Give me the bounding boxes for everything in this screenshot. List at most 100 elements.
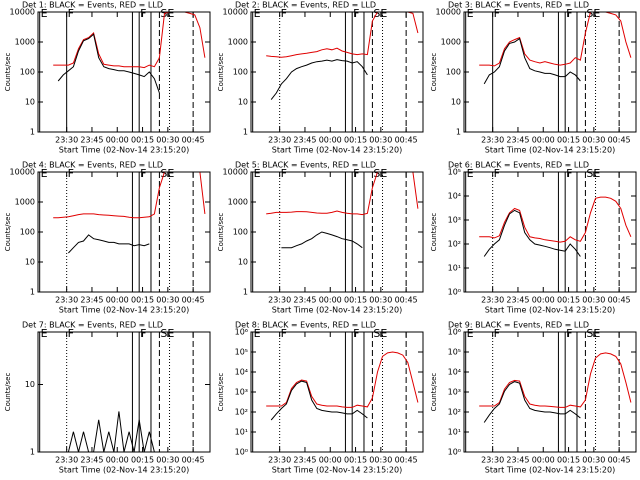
x-tick-label: 23:30 bbox=[55, 296, 78, 305]
x-tick-label: 00:30 bbox=[582, 136, 605, 145]
x-tick-label: 23:30 bbox=[55, 136, 78, 145]
y-tick-label: 10⁴ bbox=[235, 368, 248, 377]
y-tick-label: 100 bbox=[233, 228, 248, 237]
x-tick-label: 00:45 bbox=[608, 136, 631, 145]
y-tick-label: 1 bbox=[30, 288, 35, 297]
x-tick-label: 00:45 bbox=[182, 296, 205, 305]
x-tick-label: 00:00 bbox=[106, 296, 129, 305]
series-line bbox=[483, 209, 581, 257]
series-line bbox=[266, 172, 419, 216]
y-tick-label: 10 bbox=[25, 258, 35, 267]
x-axis-label: Start Time (02-Nov-14 23:15:20) bbox=[272, 306, 402, 315]
marker-label: SE bbox=[586, 327, 600, 340]
marker-label: SE bbox=[373, 327, 387, 340]
x-axis-label: Start Time (02-Nov-14 23:15:20) bbox=[59, 306, 189, 315]
y-axis-label: Counts/sec bbox=[217, 213, 225, 252]
marker-label: E bbox=[467, 167, 474, 180]
x-tick-label: 23:30 bbox=[55, 456, 78, 465]
marker-label: F bbox=[494, 327, 500, 340]
panel-title: Det 4: BLACK = Events, RED = LLD bbox=[22, 161, 163, 170]
x-tick-label: 23:45 bbox=[80, 296, 103, 305]
y-tick-label: 10² bbox=[448, 240, 461, 249]
y-axis-label: Counts/sec bbox=[430, 373, 438, 412]
panel-title: Det 3: BLACK = Events, RED = LLD bbox=[448, 1, 589, 10]
y-tick-label: 10⁵ bbox=[448, 348, 461, 357]
y-tick-label: 10 bbox=[25, 98, 35, 107]
x-tick-label: 00:15 bbox=[557, 296, 580, 305]
y-tick-label: 1000 bbox=[15, 198, 35, 207]
x-tick-label: 00:15 bbox=[131, 296, 154, 305]
y-tick-label: 10⁰ bbox=[235, 448, 248, 457]
y-tick-label: 1 bbox=[243, 288, 248, 297]
panel-title: Det 1: BLACK = Events, RED = LLD bbox=[22, 1, 163, 10]
x-tick-label: 00:15 bbox=[344, 296, 367, 305]
x-tick-label: 23:30 bbox=[268, 456, 291, 465]
y-tick-label: 1000 bbox=[441, 38, 461, 47]
marker-label: F bbox=[281, 7, 287, 20]
x-tick-label: 00:30 bbox=[582, 296, 605, 305]
marker-label: E bbox=[467, 7, 474, 20]
x-tick-label: 23:45 bbox=[80, 456, 103, 465]
x-tick-label: 23:45 bbox=[293, 456, 316, 465]
x-tick-label: 23:45 bbox=[506, 456, 529, 465]
marker-label: F bbox=[140, 7, 146, 20]
y-tick-label: 10⁵ bbox=[235, 348, 248, 357]
panel: Det 2: BLACK = Events, RED = LLD Start Ti… bbox=[217, 1, 424, 155]
x-axis-label: Start Time (02-Nov-14 23:15:20) bbox=[59, 146, 189, 155]
y-tick-label: 1000 bbox=[228, 38, 248, 47]
plot-frame bbox=[250, 171, 424, 293]
x-tick-label: 00:30 bbox=[582, 456, 605, 465]
series-line bbox=[266, 351, 419, 408]
marker-label: E bbox=[41, 167, 48, 180]
y-tick-label: 10³ bbox=[448, 216, 461, 225]
plot-frame bbox=[37, 11, 211, 133]
marker-label: F bbox=[353, 7, 359, 20]
marker-label: F bbox=[281, 327, 287, 340]
x-tick-label: 00:00 bbox=[532, 296, 555, 305]
plot-frame bbox=[463, 331, 637, 453]
marker-label: F bbox=[494, 167, 500, 180]
panel: Det 9: BLACK = Events, RED = LLD Start Ti… bbox=[430, 321, 637, 475]
x-axis-label: Start Time (02-Nov-14 23:15:20) bbox=[272, 146, 402, 155]
marker-label: F bbox=[68, 167, 74, 180]
series-line bbox=[479, 352, 632, 408]
series-line bbox=[57, 33, 160, 94]
y-tick-label: 1 bbox=[456, 128, 461, 137]
marker-label: F bbox=[140, 167, 146, 180]
x-tick-label: 00:00 bbox=[532, 136, 555, 145]
plot-frame bbox=[250, 11, 424, 133]
marker-label: F bbox=[353, 327, 359, 340]
x-axis-label: Start Time (02-Nov-14 23:15:20) bbox=[59, 466, 189, 475]
y-axis-label: Counts/sec bbox=[4, 213, 12, 252]
x-tick-label: 00:15 bbox=[344, 456, 367, 465]
y-axis-label: Counts/sec bbox=[430, 53, 438, 92]
x-tick-label: 00:15 bbox=[557, 136, 580, 145]
marker-label: F bbox=[566, 167, 572, 180]
series-line bbox=[53, 172, 206, 219]
x-tick-label: 00:45 bbox=[608, 296, 631, 305]
marker-label: SE bbox=[160, 167, 174, 180]
x-tick-label: 00:00 bbox=[319, 136, 342, 145]
y-tick-label: 10⁵ bbox=[448, 168, 461, 177]
y-axis-label: Counts/sec bbox=[217, 53, 225, 92]
y-tick-label: 1 bbox=[243, 128, 248, 137]
x-tick-label: 00:30 bbox=[156, 456, 179, 465]
marker-label: SE bbox=[373, 167, 387, 180]
y-tick-label: 1 bbox=[30, 448, 35, 457]
marker-label: F bbox=[494, 7, 500, 20]
marker-label: SE bbox=[160, 7, 174, 20]
x-tick-label: 00:30 bbox=[369, 136, 392, 145]
y-tick-label: 10000 bbox=[436, 8, 461, 17]
y-tick-label: 10 bbox=[451, 98, 461, 107]
series-line bbox=[266, 12, 419, 58]
marker-label: F bbox=[281, 167, 287, 180]
plot-frame bbox=[463, 11, 637, 133]
y-tick-label: 10¹ bbox=[448, 264, 461, 273]
panel: Det 6: BLACK = Events, RED = LLD Start Ti… bbox=[430, 161, 637, 315]
y-tick-label: 10000 bbox=[10, 8, 35, 17]
y-tick-label: 1 bbox=[30, 128, 35, 137]
panel: Det 7: BLACK = Events, RED = LLD Start Ti… bbox=[4, 321, 211, 475]
marker-label: E bbox=[254, 7, 261, 20]
x-tick-label: 23:30 bbox=[481, 296, 504, 305]
y-tick-label: 10³ bbox=[448, 388, 461, 397]
